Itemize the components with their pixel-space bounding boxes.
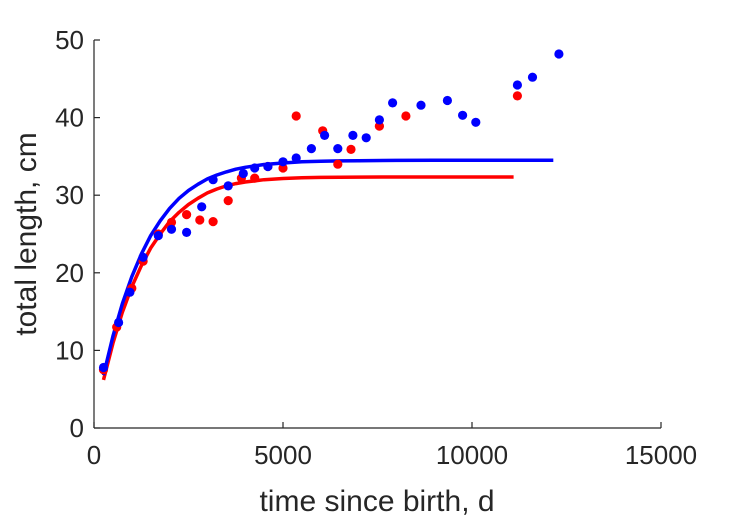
blue-data-point [98,362,109,373]
blue-data-point [512,80,523,90]
blue-data-point [416,100,426,110]
red-data-point [208,217,218,227]
blue-data-point [263,161,273,172]
y-axis-title: total length, cm [10,132,43,335]
red-data-point [250,173,260,183]
blue-data-point [278,157,288,167]
blue-data-point [554,49,564,59]
blue-data-point [348,130,358,140]
red-data-point [512,91,523,101]
red-data-point [223,196,233,206]
blue-data-point [197,202,207,212]
blue-data-point [166,224,177,234]
red-data-point [166,217,177,227]
x-tick-label: 15000 [625,440,697,470]
blue-data-point [388,98,398,108]
blue-data-point [306,144,316,154]
blue-data-point [361,133,371,143]
blue-data-point [238,168,248,179]
y-tick-label: 30 [55,180,84,210]
y-tick-label: 40 [55,103,84,133]
y-tick-label: 20 [55,258,84,288]
blue-data-point [223,181,233,191]
ticks-layer: 0 5000 10000 15000 0 10 20 30 40 50 [55,25,697,470]
blue-data-point [182,227,192,237]
red-data-point [291,111,301,121]
blue-data-point [114,317,124,328]
series-layer [98,49,564,381]
red-data-point [346,144,356,154]
axes-layer [93,40,661,429]
blue-data-point [333,144,343,154]
red-data-point [333,159,343,169]
y-tick-label: 0 [70,413,84,443]
red-data-point [195,215,205,225]
blue-data-point [442,95,452,106]
blue-data-point [291,153,301,163]
x-tick-label: 10000 [436,440,508,470]
x-tick-label: 0 [87,440,101,470]
blue-data-point [138,252,148,262]
blue-data-point [208,175,218,185]
blue-data-point [458,110,468,120]
blue-data-point [250,163,260,173]
blue-data-point [471,117,481,127]
blue-data-point [153,231,163,241]
red-fit-curve [101,175,514,381]
blue-data-point [125,287,135,297]
x-axis-title: time since birth, d [259,485,494,518]
y-tick-label: 10 [55,335,84,365]
blue-data-point [527,72,538,82]
blue-data-point [320,130,330,140]
y-tick-label: 50 [55,25,84,55]
red-data-point [401,111,411,121]
blue-fit-curve [101,158,554,376]
red-data-point [182,210,192,220]
blue-data-point [374,115,384,125]
x-tick-label: 5000 [254,440,312,470]
